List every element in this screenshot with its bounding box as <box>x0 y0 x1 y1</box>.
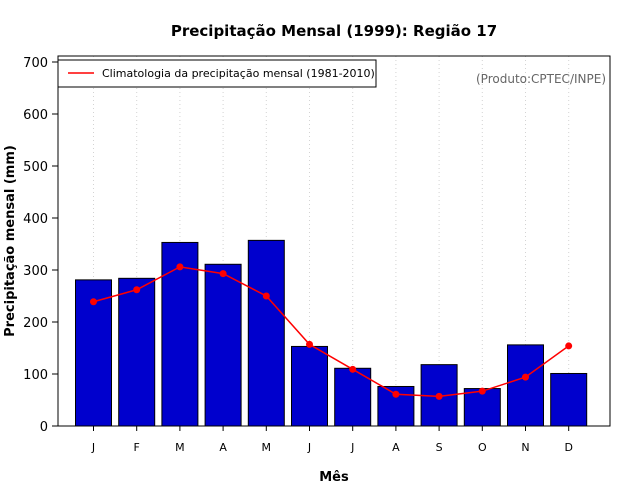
bar <box>334 367 372 427</box>
x-tick-label: D <box>564 441 572 454</box>
climatology-point <box>349 365 357 373</box>
legend-box <box>57 59 377 88</box>
y-tick-label: 700 <box>23 56 48 71</box>
x-tick-label: J <box>307 441 311 454</box>
x-tick-label: M <box>175 441 185 454</box>
climatology-point <box>262 292 270 300</box>
bars <box>75 239 588 427</box>
climatology-point <box>306 340 313 348</box>
credit-annotation: (Produto:CPTEC/INPE) <box>476 72 606 86</box>
x-tick-label: M <box>262 441 272 454</box>
bar <box>204 263 242 427</box>
bar <box>550 372 588 427</box>
climatology-series-line <box>93 266 570 398</box>
bar <box>247 239 285 427</box>
legend-label: Climatologia da precipitação mensal (198… <box>102 67 375 80</box>
climatology-point <box>478 387 486 395</box>
x-axis-title: Mês <box>319 470 349 485</box>
y-axis-title: Precipitação mensal (mm) <box>3 145 18 337</box>
climatology-point <box>176 263 184 271</box>
climatology-point <box>435 392 443 400</box>
x-tick-label: O <box>478 441 487 454</box>
climatology-line <box>90 263 573 400</box>
x-tick-label: S <box>436 441 443 454</box>
bar <box>377 385 415 427</box>
y-tick-label: 300 <box>23 264 48 279</box>
climatology-point <box>392 390 400 398</box>
x-tick-label: J <box>350 441 354 454</box>
y-tick-label: 200 <box>23 316 48 331</box>
plot-frame <box>57 55 611 427</box>
bar <box>507 344 544 427</box>
legend: Climatologia da precipitação mensal (198… <box>57 59 377 88</box>
climatology-point <box>133 286 141 294</box>
x-tick-label: A <box>392 441 400 454</box>
y-tick-label: 100 <box>23 368 48 383</box>
climatology-point <box>565 342 573 350</box>
y-axis: 0 100 200 300 400 500 600 700 <box>23 56 58 435</box>
chart-title: Precipitação Mensal (1999): Região 17 <box>171 22 497 40</box>
x-tick-label: A <box>219 441 227 454</box>
climatology-point <box>219 270 227 278</box>
x-tick-label: J <box>91 441 95 454</box>
x-tick-label: N <box>521 441 529 454</box>
climatology-point <box>522 373 529 381</box>
y-tick-label: 0 <box>40 420 48 435</box>
climatology-point <box>90 298 97 306</box>
bar <box>291 345 328 427</box>
y-tick-label: 600 <box>23 108 48 123</box>
bar <box>118 277 156 427</box>
y-tick-label: 500 <box>23 160 48 175</box>
y-tick-label: 400 <box>23 212 48 227</box>
x-tick-label: F <box>134 441 140 454</box>
